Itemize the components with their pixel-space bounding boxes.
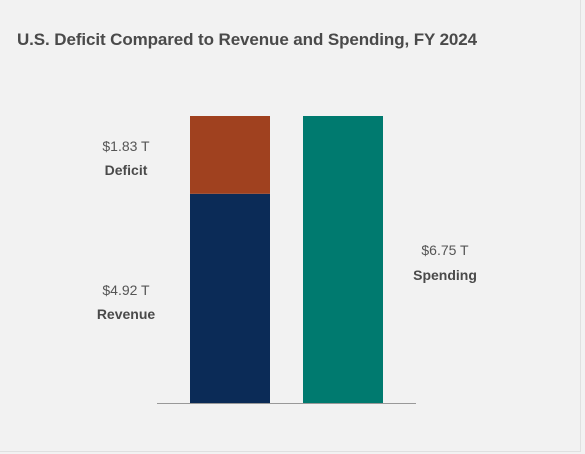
data-label-deficit-value: $1.83 T (102, 138, 150, 154)
bar-segment-revenue (190, 193, 270, 403)
bar-segment-deficit (190, 116, 270, 194)
data-label-revenue-name: Revenue (97, 306, 156, 322)
data-label-deficit-name: Deficit (105, 162, 148, 178)
data-label-revenue-value: $4.92 T (102, 282, 150, 298)
chart-title: U.S. Deficit Compared to Revenue and Spe… (17, 30, 478, 49)
data-label-spending-name: Spending (413, 267, 477, 283)
bar-spending (303, 116, 383, 403)
data-label-spending-value: $6.75 T (421, 242, 469, 258)
